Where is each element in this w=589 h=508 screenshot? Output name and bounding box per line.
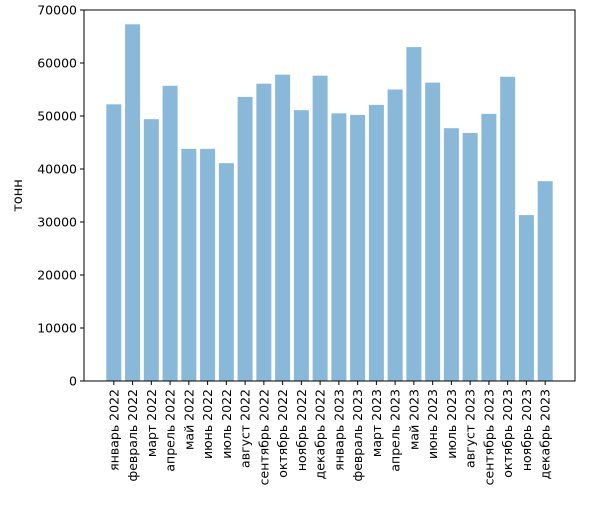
- y-tick-label: 60000: [37, 56, 77, 71]
- x-tick-label: август 2023: [463, 389, 478, 468]
- x-tick-label: декабрь 2023: [538, 389, 553, 479]
- bar-2: [125, 24, 141, 382]
- bar-21: [481, 113, 497, 381]
- x-tick-label: март 2022: [144, 389, 159, 457]
- x-tick-label: июль 2023: [444, 389, 459, 459]
- bar-24: [537, 181, 553, 381]
- x-tick-label: ноябрь 2023: [519, 389, 534, 471]
- y-tick-label: 30000: [37, 215, 77, 230]
- x-tick-label: март 2023: [369, 389, 384, 457]
- x-axis: январь 2022 февраль 2022 март 2022 апрель 2…: [106, 381, 553, 485]
- x-tick-label: май 2023: [406, 389, 421, 450]
- x-tick-label: май 2022: [181, 389, 196, 450]
- bar-17: [406, 47, 422, 381]
- y-tick-label: 40000: [37, 162, 77, 177]
- bar-7: [218, 163, 234, 381]
- bar-8: [237, 96, 253, 382]
- x-tick-label: февраль 2023: [350, 389, 365, 481]
- x-tick-label: апрель 2022: [163, 389, 178, 472]
- plot-frame: [83, 9, 576, 382]
- y-tick-label: 50000: [37, 109, 77, 124]
- x-tick-label: ноябрь 2022: [294, 389, 309, 471]
- bar-3: [143, 119, 159, 382]
- x-tick-label: сентябрь 2022: [256, 389, 271, 485]
- x-tick-label: октябрь 2023: [500, 389, 515, 478]
- bar-23: [518, 215, 534, 381]
- bar-11: [293, 110, 309, 382]
- y-tick-label: 20000: [37, 268, 77, 283]
- bar-15: [368, 104, 384, 382]
- x-tick-label: август 2022: [238, 389, 253, 468]
- y-axis: 0 10000 20000 30000 40000 50000 60000 70000: [37, 3, 84, 389]
- bar-14: [350, 114, 366, 381]
- x-tick-label: июнь 2022: [200, 389, 215, 459]
- y-tick-label: 10000: [37, 321, 77, 336]
- bar-18: [425, 82, 441, 382]
- x-tick-label: декабрь 2022: [313, 389, 328, 479]
- y-tick-label: 0: [69, 374, 77, 389]
- x-tick-label: июль 2022: [219, 389, 234, 459]
- x-tick-label: октябрь 2022: [275, 389, 290, 478]
- y-axis-label: тонн: [11, 179, 26, 212]
- bar-22: [500, 76, 516, 381]
- x-tick-label: апрель 2023: [388, 389, 403, 472]
- x-tick-label: январь 2023: [331, 389, 346, 471]
- x-tick-label: январь 2022: [106, 389, 121, 471]
- bar-19: [443, 128, 459, 381]
- bar-12: [312, 75, 328, 381]
- y-tick-label: 70000: [37, 3, 77, 18]
- bar-5: [181, 148, 197, 381]
- x-tick-label: июнь 2023: [425, 389, 440, 459]
- bar-13: [331, 113, 347, 381]
- bar-4: [162, 85, 178, 381]
- bar-1: [106, 104, 122, 381]
- bars-group: [106, 24, 553, 382]
- bar-6: [200, 148, 216, 381]
- x-tick-label: сентябрь 2023: [481, 389, 496, 485]
- bar-16: [387, 89, 403, 381]
- bar-20: [462, 132, 478, 381]
- bar-10: [275, 74, 291, 381]
- bar-9: [256, 83, 272, 382]
- x-tick-label: февраль 2022: [125, 389, 140, 481]
